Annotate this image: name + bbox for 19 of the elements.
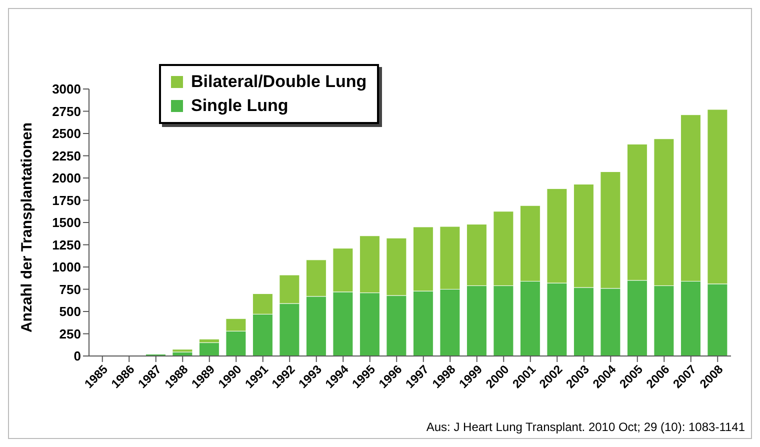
text: Aus: J Heart Lung Transplant. 2010 Oct; 29 (10): 1083-1141 [426,420,745,434]
y-tick-label: 1500 [52,215,81,230]
bar [198,342,220,356]
y-tick-label: 500 [59,304,81,320]
y-tick-label: 1750 [52,192,81,208]
bar [172,349,193,352]
y-tick-label: 2000 [52,170,81,186]
legend-label: Single Lung [191,95,288,117]
y-tick-label: 1000 [52,260,81,275]
y-tick-label: 750 [59,282,81,297]
y-axis-title: Anzahl der Transplantationen [18,122,36,332]
y-tick-label: 2500 [52,126,81,142]
legend-label: Bilateral/Double Lung [191,71,367,93]
y-tick-label: 2250 [52,148,81,164]
y-tick-label: 3000 [52,82,81,97]
y-tick-label: 0 [74,348,81,364]
y-tick-label: 2750 [52,104,81,119]
y-tick-label: 250 [59,326,81,342]
y-tick-label: 1250 [52,237,81,252]
